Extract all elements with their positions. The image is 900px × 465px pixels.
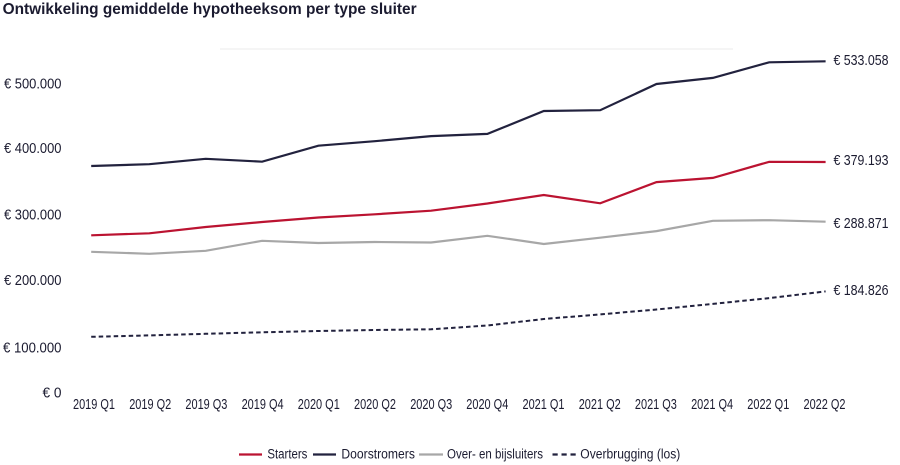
svg-text:2022 Q2: 2022 Q2 xyxy=(804,397,846,413)
svg-text:2020 Q2: 2020 Q2 xyxy=(354,397,396,413)
svg-text:€ 400.000: € 400.000 xyxy=(4,141,62,157)
svg-text:2019 Q2: 2019 Q2 xyxy=(129,397,171,413)
svg-text:2021 Q4: 2021 Q4 xyxy=(691,397,733,413)
svg-text:Ontwikkeling gemiddelde hypoth: Ontwikkeling gemiddelde hypotheeksom per… xyxy=(3,1,417,18)
svg-text:Starters: Starters xyxy=(267,447,307,462)
svg-text:€ 0: € 0 xyxy=(43,386,62,402)
svg-text:2020 Q3: 2020 Q3 xyxy=(410,397,452,413)
svg-text:2021 Q1: 2021 Q1 xyxy=(523,397,565,413)
svg-text:Doorstromers: Doorstromers xyxy=(341,447,415,462)
svg-text:2019 Q3: 2019 Q3 xyxy=(185,397,227,413)
svg-text:€ 533.058: € 533.058 xyxy=(834,53,889,69)
svg-text:€ 288.871: € 288.871 xyxy=(834,216,889,232)
svg-text:Overbrugging (los): Overbrugging (los) xyxy=(580,447,680,462)
svg-text:€ 184.826: € 184.826 xyxy=(834,283,889,299)
svg-text:2019 Q4: 2019 Q4 xyxy=(242,397,284,413)
svg-text:2020 Q4: 2020 Q4 xyxy=(466,397,508,413)
svg-text:€ 100.000: € 100.000 xyxy=(3,340,62,356)
svg-text:2022 Q1: 2022 Q1 xyxy=(747,397,789,413)
svg-text:€ 200.000: € 200.000 xyxy=(4,273,62,289)
svg-text:€ 379.193: € 379.193 xyxy=(834,153,889,169)
svg-text:€ 300.000: € 300.000 xyxy=(4,208,62,224)
svg-text:2021 Q3: 2021 Q3 xyxy=(635,397,677,413)
svg-text:€ 500.000: € 500.000 xyxy=(4,76,62,92)
svg-text:Over- en bijsluiters: Over- en bijsluiters xyxy=(447,447,543,462)
svg-text:2020 Q1: 2020 Q1 xyxy=(298,397,340,413)
svg-text:2019 Q1: 2019 Q1 xyxy=(73,397,115,413)
svg-text:2021 Q2: 2021 Q2 xyxy=(579,397,621,413)
